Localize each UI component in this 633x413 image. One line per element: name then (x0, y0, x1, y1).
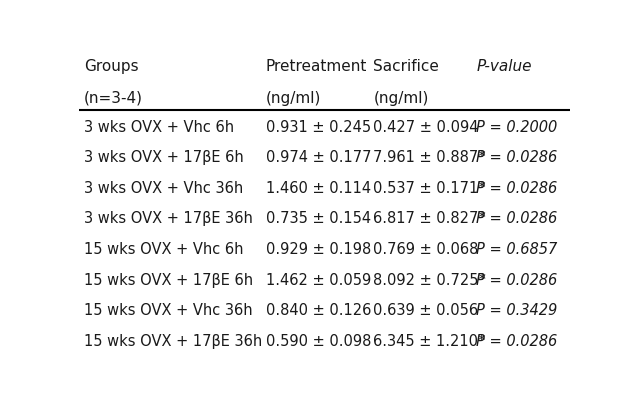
Text: 15 wks OVX + 17βE 6h: 15 wks OVX + 17βE 6h (84, 273, 253, 287)
Text: 3 wks OVX + 17βE 36h: 3 wks OVX + 17βE 36h (84, 211, 253, 226)
Text: 6.817 ± 0.827*: 6.817 ± 0.827* (373, 211, 486, 226)
Text: 0.840 ± 0.126: 0.840 ± 0.126 (266, 303, 371, 318)
Text: 15 wks OVX + Vhc 6h: 15 wks OVX + Vhc 6h (84, 242, 244, 257)
Text: 0.929 ± 0.198: 0.929 ± 0.198 (266, 242, 371, 257)
Text: P = 0.0286: P = 0.0286 (477, 211, 558, 226)
Text: 8.092 ± 0.725*: 8.092 ± 0.725* (373, 273, 486, 287)
Text: P = 0.3429: P = 0.3429 (477, 303, 558, 318)
Text: 3 wks OVX + Vhc 36h: 3 wks OVX + Vhc 36h (84, 181, 243, 196)
Text: P = 0.2000: P = 0.2000 (477, 119, 558, 135)
Text: 0.537 ± 0.171*: 0.537 ± 0.171* (373, 181, 486, 196)
Text: 15 wks OVX + Vhc 36h: 15 wks OVX + Vhc 36h (84, 303, 253, 318)
Text: P = 0.0286: P = 0.0286 (477, 150, 558, 165)
Text: 0.974 ± 0.177: 0.974 ± 0.177 (266, 150, 371, 165)
Text: 15 wks OVX + 17βE 36h: 15 wks OVX + 17βE 36h (84, 334, 262, 349)
Text: (ng/ml): (ng/ml) (373, 91, 429, 106)
Text: 0.769 ± 0.068: 0.769 ± 0.068 (373, 242, 479, 257)
Text: 0.427 ± 0.094: 0.427 ± 0.094 (373, 119, 479, 135)
Text: 1.462 ± 0.059: 1.462 ± 0.059 (266, 273, 371, 287)
Text: (ng/ml): (ng/ml) (266, 91, 321, 106)
Text: P = 0.0286: P = 0.0286 (477, 273, 558, 287)
Text: P = 0.0286: P = 0.0286 (477, 334, 558, 349)
Text: Groups: Groups (84, 59, 139, 74)
Text: 1.460 ± 0.114: 1.460 ± 0.114 (266, 181, 371, 196)
Text: (n=3-4): (n=3-4) (84, 91, 143, 106)
Text: P-value: P-value (477, 59, 532, 74)
Text: Pretreatment: Pretreatment (266, 59, 367, 74)
Text: 3 wks OVX + 17βE 6h: 3 wks OVX + 17βE 6h (84, 150, 244, 165)
Text: 0.639 ± 0.056: 0.639 ± 0.056 (373, 303, 479, 318)
Text: 7.961 ± 0.887*: 7.961 ± 0.887* (373, 150, 486, 165)
Text: P = 0.0286: P = 0.0286 (477, 181, 558, 196)
Text: Sacrifice: Sacrifice (373, 59, 439, 74)
Text: 3 wks OVX + Vhc 6h: 3 wks OVX + Vhc 6h (84, 119, 234, 135)
Text: 0.735 ± 0.154: 0.735 ± 0.154 (266, 211, 371, 226)
Text: 0.590 ± 0.098: 0.590 ± 0.098 (266, 334, 371, 349)
Text: 6.345 ± 1.210*: 6.345 ± 1.210* (373, 334, 486, 349)
Text: P = 0.6857: P = 0.6857 (477, 242, 558, 257)
Text: 0.931 ± 0.245: 0.931 ± 0.245 (266, 119, 371, 135)
